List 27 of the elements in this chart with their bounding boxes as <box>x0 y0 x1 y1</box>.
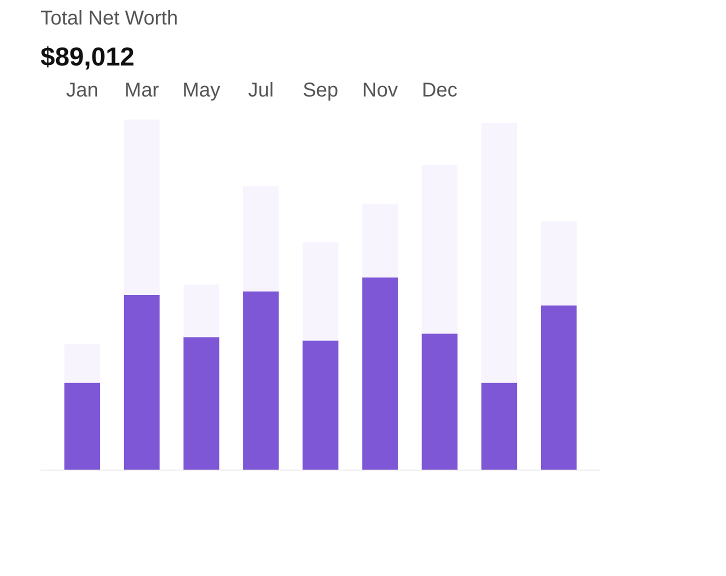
x-tick-label: Jul <box>248 80 274 102</box>
bar <box>64 382 100 470</box>
bar <box>124 295 160 470</box>
x-tick-label: Mar <box>124 80 160 102</box>
bar <box>243 186 279 292</box>
x-tick-label: Dec <box>422 80 458 102</box>
x-tick-label: Jan <box>66 80 98 102</box>
bar <box>481 382 518 470</box>
bar <box>362 204 398 278</box>
bar <box>124 120 160 296</box>
bar <box>302 340 338 470</box>
bar <box>183 284 220 338</box>
x-tick-label: May <box>182 80 220 102</box>
chart-title: Total Net Worth <box>40 8 178 30</box>
bar <box>302 242 338 341</box>
x-tick-label: Sep <box>302 80 338 102</box>
chart-subtitle: $89,012 <box>40 42 134 72</box>
bar <box>362 277 398 470</box>
bar <box>183 337 220 470</box>
bar <box>64 344 100 383</box>
bar <box>243 292 279 470</box>
bar <box>422 165 458 334</box>
bar <box>422 334 458 470</box>
bar <box>540 306 577 470</box>
bar <box>481 123 518 383</box>
x-tick-label: Nov <box>362 80 398 102</box>
bar <box>540 221 577 306</box>
